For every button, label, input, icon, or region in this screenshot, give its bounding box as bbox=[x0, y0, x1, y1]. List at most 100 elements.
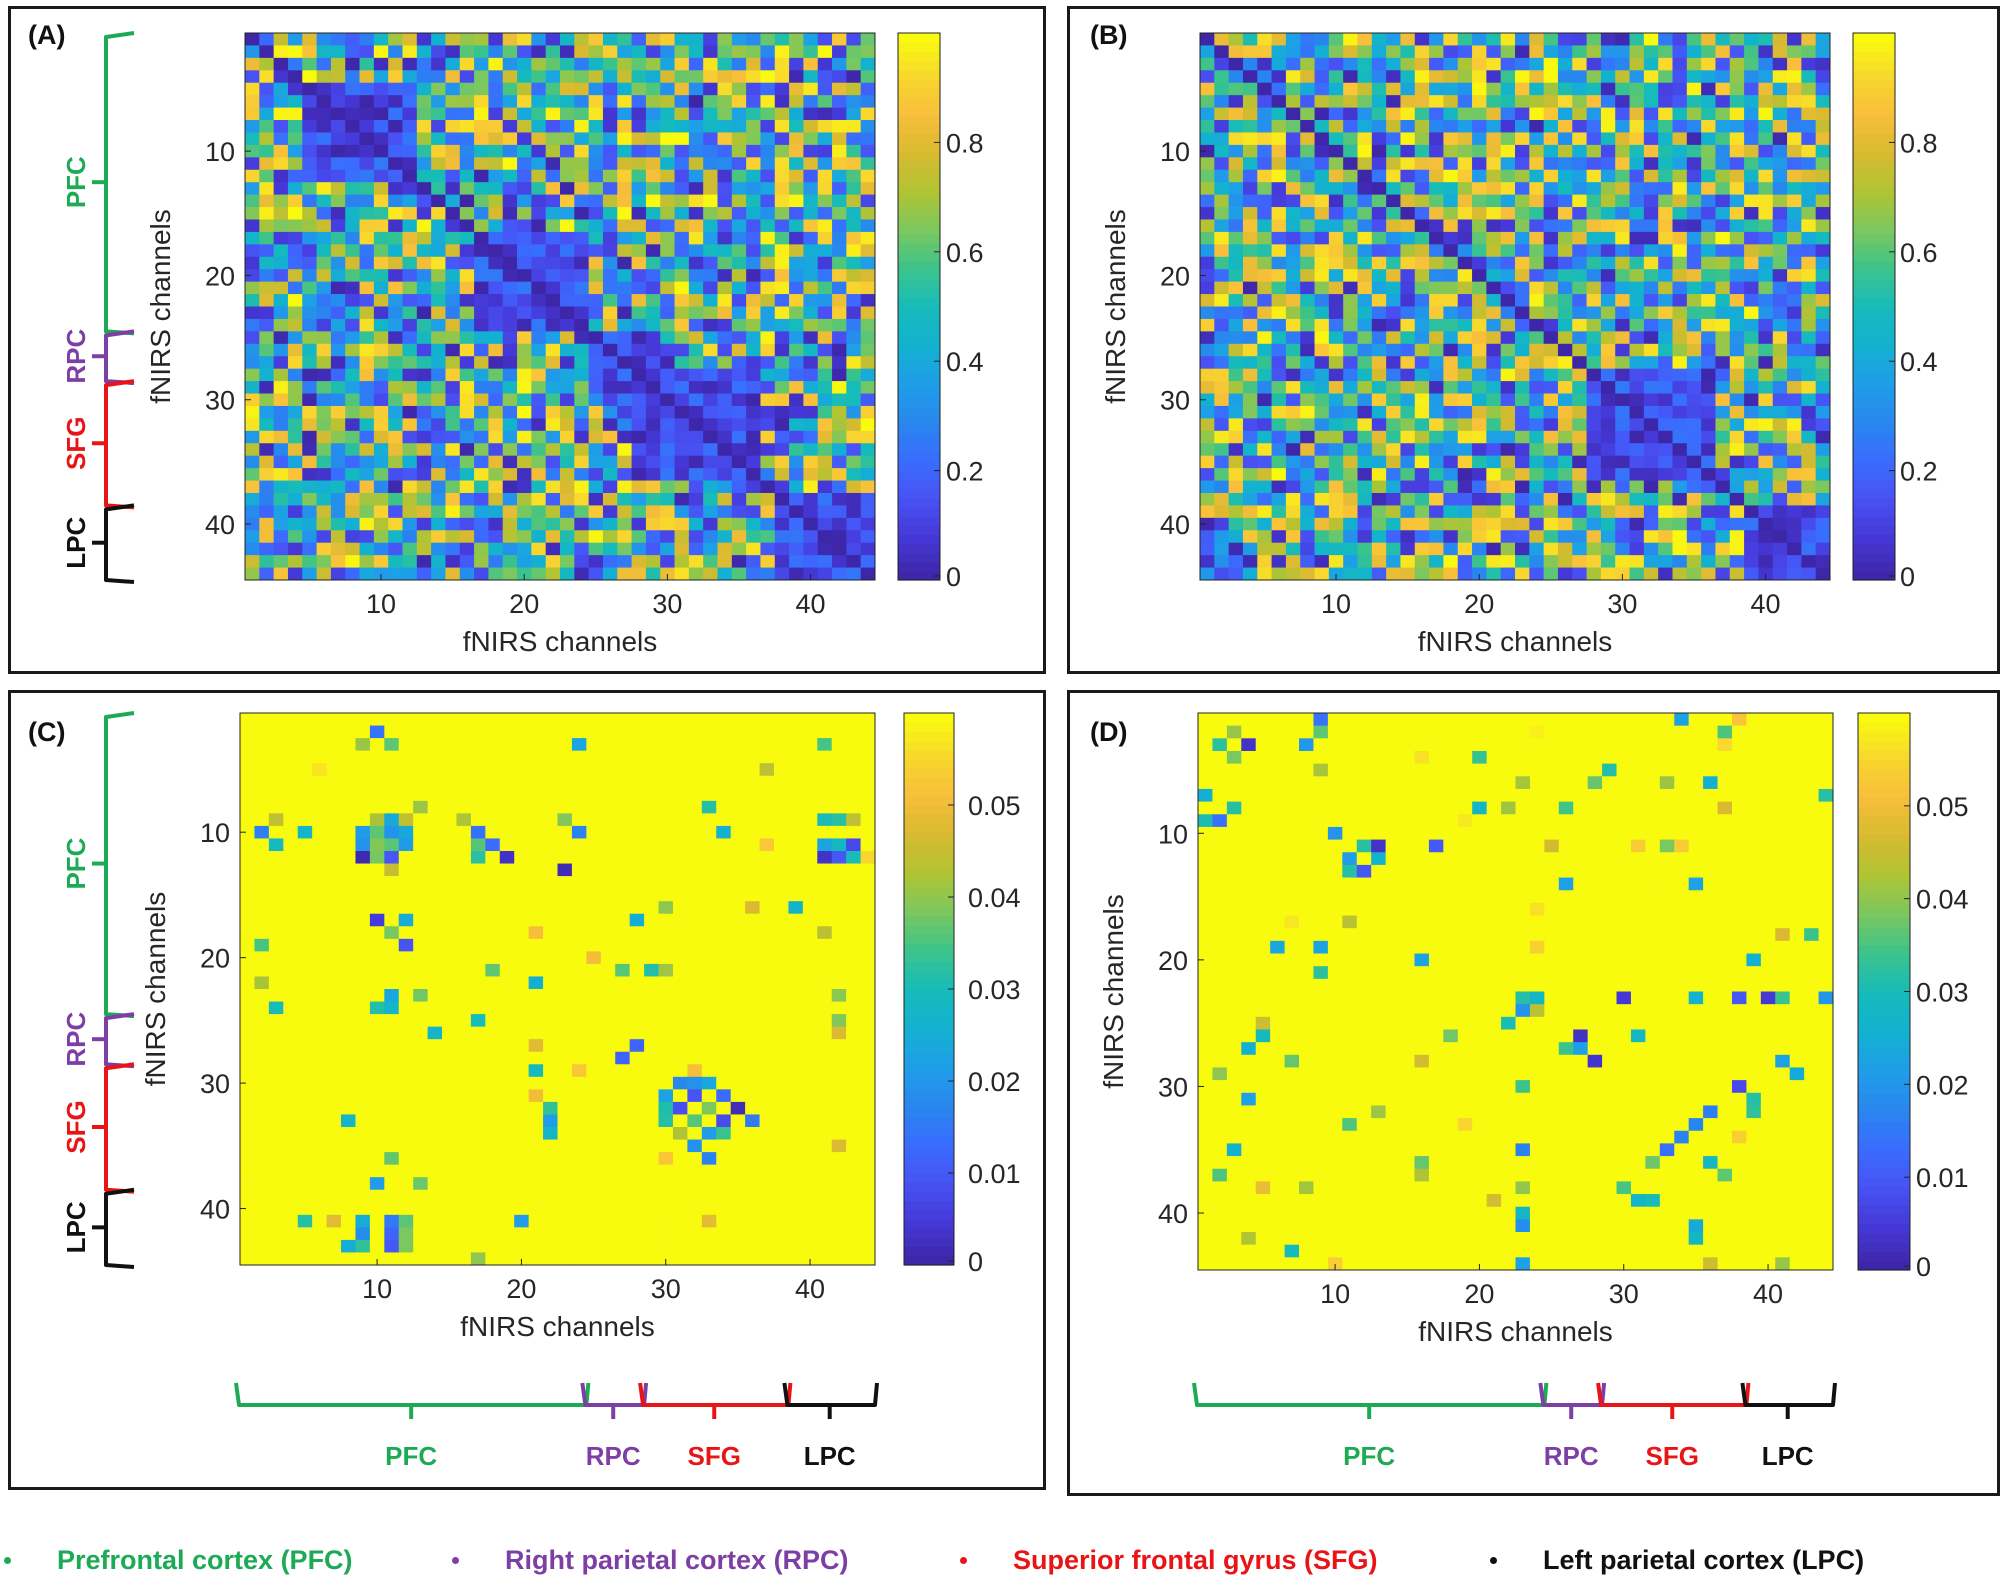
heatmap-cell bbox=[1515, 555, 1530, 568]
heatmap-cell bbox=[1443, 443, 1459, 457]
heatmap-cell bbox=[316, 318, 332, 332]
heatmap-cell bbox=[1343, 530, 1358, 544]
heatmap-cell bbox=[459, 120, 475, 133]
heatmap-cell bbox=[746, 455, 761, 469]
heatmap-cell bbox=[1744, 567, 1759, 581]
heatmap-cell bbox=[297, 763, 313, 777]
heatmap-cell bbox=[445, 269, 461, 283]
heatmap-cell bbox=[1701, 169, 1716, 183]
heatmap-cell bbox=[359, 144, 375, 158]
heatmap-cell bbox=[1772, 455, 1788, 469]
heatmap-cell bbox=[645, 244, 661, 258]
heatmap-cell bbox=[1257, 517, 1272, 531]
heatmap-cell bbox=[273, 405, 289, 419]
heatmap-cell bbox=[1429, 256, 1444, 270]
heatmap-cell bbox=[316, 468, 332, 481]
heatmap-cell bbox=[287, 393, 303, 407]
heatmap-cell bbox=[1285, 244, 1301, 258]
heatmap-cell bbox=[545, 120, 561, 133]
heatmap-cell bbox=[1400, 480, 1416, 494]
heatmap-cell bbox=[488, 356, 504, 370]
heatmap-cell bbox=[574, 70, 590, 84]
heatmap-cell bbox=[1758, 194, 1774, 208]
heatmap-cell bbox=[1457, 256, 1473, 270]
heatmap-cell bbox=[1643, 194, 1659, 208]
heatmap-cell bbox=[703, 70, 718, 84]
heatmap-cell bbox=[1744, 443, 1759, 457]
heatmap-cell bbox=[273, 356, 289, 370]
heatmap-cell bbox=[645, 393, 661, 407]
heatmap-cell bbox=[645, 107, 661, 121]
heatmap-cell bbox=[1529, 356, 1545, 370]
heatmap-cell bbox=[1600, 455, 1616, 469]
heatmap-cell bbox=[345, 70, 360, 84]
heatmap-cell bbox=[701, 863, 717, 877]
colorbar-segment bbox=[898, 497, 940, 508]
heatmap-cell bbox=[287, 57, 303, 71]
heatmap-cell bbox=[416, 144, 432, 158]
heatmap-cell bbox=[1386, 343, 1401, 357]
heatmap-cell bbox=[273, 194, 289, 208]
heatmap-cell bbox=[1371, 480, 1387, 494]
heatmap-cell bbox=[1729, 542, 1745, 556]
heatmap-cell bbox=[1658, 530, 1673, 544]
heatmap-cell bbox=[803, 318, 819, 332]
heatmap-cell bbox=[617, 45, 632, 59]
heatmap-cell bbox=[1400, 393, 1416, 407]
heatmap-cell bbox=[1672, 468, 1688, 481]
heatmap-cell bbox=[703, 443, 718, 457]
heatmap-cell bbox=[1672, 294, 1688, 307]
heatmap-cell bbox=[373, 405, 389, 419]
heatmap-cell bbox=[730, 838, 746, 852]
heatmap-cell bbox=[1729, 480, 1745, 494]
heatmap-cell bbox=[369, 788, 385, 802]
heatmap-cell bbox=[459, 542, 475, 556]
heatmap-cell bbox=[860, 788, 876, 802]
heatmap-cell bbox=[1672, 430, 1688, 444]
heatmap-cell bbox=[545, 132, 561, 146]
heatmap-cell bbox=[245, 33, 260, 46]
heatmap-cell bbox=[1386, 455, 1401, 469]
heatmap-cell bbox=[531, 530, 547, 544]
heatmap-cell bbox=[860, 45, 876, 59]
heatmap-cell bbox=[1772, 505, 1788, 519]
heatmap-cell bbox=[1214, 331, 1230, 345]
heatmap-cell bbox=[427, 825, 443, 839]
heatmap-cell bbox=[1543, 281, 1559, 295]
heatmap-cell bbox=[1400, 318, 1416, 332]
heatmap-cell bbox=[474, 231, 489, 245]
heatmap-cell bbox=[803, 95, 819, 108]
heatmap-cell bbox=[803, 517, 819, 531]
heatmap-cell bbox=[1414, 157, 1430, 171]
heatmap-cell bbox=[1672, 368, 1688, 382]
heatmap-cell bbox=[586, 851, 602, 864]
heatmap-cell bbox=[431, 281, 446, 295]
heatmap-cell bbox=[517, 480, 532, 494]
heatmap-cell bbox=[1572, 256, 1587, 270]
heatmap-cell bbox=[330, 306, 346, 320]
heatmap-cell bbox=[345, 120, 360, 133]
heatmap-cell bbox=[1386, 555, 1401, 568]
heatmap-cell bbox=[1686, 95, 1702, 108]
colorbar-segment bbox=[898, 452, 940, 463]
heatmap-cell bbox=[1801, 468, 1817, 481]
heatmap-cell bbox=[545, 244, 561, 258]
heatmap-cell bbox=[1672, 480, 1688, 494]
heatmap-cell bbox=[1572, 331, 1587, 345]
heatmap-cell bbox=[631, 393, 647, 407]
heatmap-cell bbox=[746, 70, 761, 84]
heatmap-cell bbox=[445, 194, 461, 208]
heatmap-cell bbox=[1615, 256, 1630, 270]
heatmap-cell bbox=[1543, 343, 1559, 357]
heatmap-cell bbox=[672, 901, 688, 915]
heatmap-cell bbox=[703, 244, 718, 258]
heatmap-cell bbox=[1815, 182, 1831, 196]
heatmap-cell bbox=[1686, 318, 1702, 332]
heatmap-cell bbox=[531, 306, 547, 320]
heatmap-cell bbox=[1557, 45, 1573, 59]
heatmap-cell bbox=[517, 517, 532, 531]
heatmap-cell bbox=[359, 555, 375, 568]
heatmap-cell bbox=[1615, 281, 1630, 295]
heatmap-cell bbox=[1357, 555, 1373, 568]
heatmap-cell bbox=[1314, 194, 1330, 208]
